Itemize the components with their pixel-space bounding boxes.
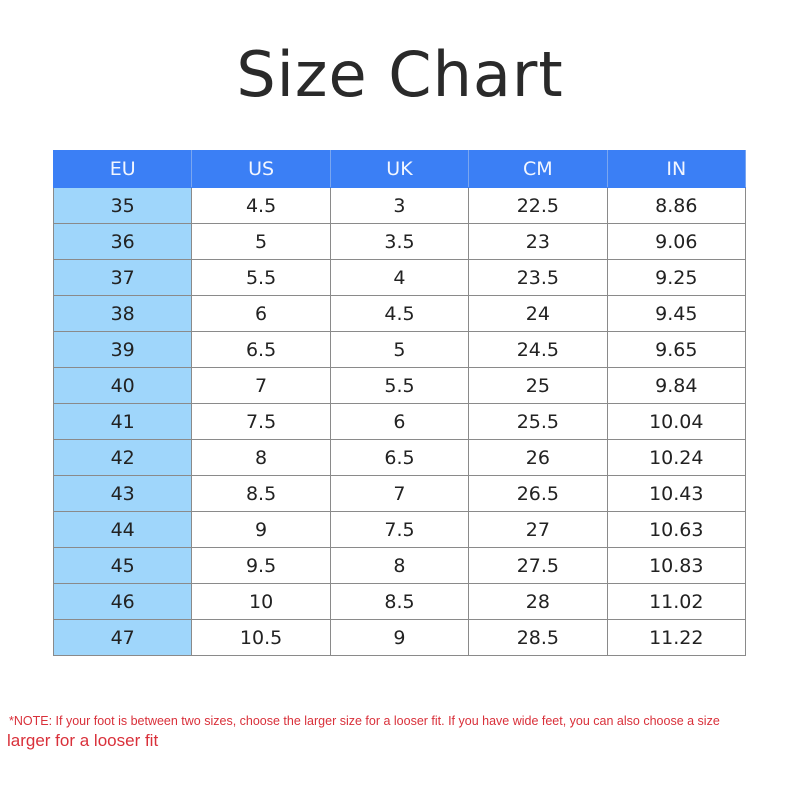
cell-us: 9.5 bbox=[191, 547, 331, 584]
cell-us: 10.5 bbox=[191, 619, 331, 656]
cell-eu: 36 bbox=[52, 223, 193, 260]
cell-in: 11.22 bbox=[606, 619, 747, 656]
column-header-cm: CM bbox=[468, 150, 608, 188]
table-row: 37 5.5 4 23.5 9.25 bbox=[52, 259, 747, 296]
cell-us: 10 bbox=[191, 583, 331, 620]
cell-uk: 8.5 bbox=[329, 583, 470, 620]
table-row: 46 10 8.5 28 11.02 bbox=[52, 583, 747, 620]
cell-uk: 3.5 bbox=[329, 223, 470, 260]
table-row: 43 8.5 7 26.5 10.43 bbox=[52, 475, 747, 512]
cell-in: 10.24 bbox=[606, 439, 747, 476]
cell-uk: 5 bbox=[329, 331, 470, 368]
cell-cm: 25 bbox=[468, 367, 608, 404]
cell-cm: 22.5 bbox=[468, 187, 608, 224]
cell-uk: 8 bbox=[329, 547, 470, 584]
cell-eu: 43 bbox=[52, 475, 193, 512]
note-line-1: *NOTE: If your foot is between two sizes… bbox=[9, 714, 720, 728]
cell-cm: 26.5 bbox=[468, 475, 608, 512]
cell-eu: 47 bbox=[52, 619, 193, 656]
cell-cm: 27 bbox=[468, 511, 608, 548]
cell-uk: 7.5 bbox=[329, 511, 470, 548]
table-row: 36 5 3.5 23 9.06 bbox=[52, 223, 747, 260]
cell-uk: 6 bbox=[329, 403, 470, 440]
cell-eu: 38 bbox=[52, 295, 193, 332]
cell-in: 9.84 bbox=[606, 367, 747, 404]
note-line-2: larger for a looser fit bbox=[7, 731, 159, 750]
cell-eu: 35 bbox=[52, 187, 193, 224]
column-header-in: IN bbox=[606, 150, 747, 188]
table-row: 44 9 7.5 27 10.63 bbox=[52, 511, 747, 548]
cell-uk: 9 bbox=[329, 619, 470, 656]
table-row: 39 6.5 5 24.5 9.65 bbox=[52, 331, 747, 368]
cell-uk: 3 bbox=[329, 187, 470, 224]
cell-us: 5 bbox=[191, 223, 331, 260]
cell-us: 7 bbox=[191, 367, 331, 404]
cell-uk: 5.5 bbox=[329, 367, 470, 404]
cell-uk: 6.5 bbox=[329, 439, 470, 476]
cell-cm: 25.5 bbox=[468, 403, 608, 440]
cell-uk: 4 bbox=[329, 259, 470, 296]
cell-cm: 23 bbox=[468, 223, 608, 260]
cell-in: 11.02 bbox=[606, 583, 747, 620]
cell-us: 7.5 bbox=[191, 403, 331, 440]
cell-cm: 23.5 bbox=[468, 259, 608, 296]
header-row: EU US UK CM IN bbox=[52, 150, 747, 188]
table-row: 35 4.5 3 22.5 8.86 bbox=[52, 187, 747, 224]
cell-in: 10.04 bbox=[606, 403, 747, 440]
cell-uk: 7 bbox=[329, 475, 470, 512]
table-row: 42 8 6.5 26 10.24 bbox=[52, 439, 747, 476]
cell-uk: 4.5 bbox=[329, 295, 470, 332]
table-row: 47 10.5 9 28.5 11.22 bbox=[52, 619, 747, 656]
cell-in: 8.86 bbox=[606, 187, 747, 224]
cell-cm: 27.5 bbox=[468, 547, 608, 584]
cell-us: 8 bbox=[191, 439, 331, 476]
cell-us: 9 bbox=[191, 511, 331, 548]
cell-in: 9.06 bbox=[606, 223, 747, 260]
page-title: Size Chart bbox=[236, 38, 564, 111]
cell-cm: 28 bbox=[468, 583, 608, 620]
cell-us: 6 bbox=[191, 295, 331, 332]
cell-cm: 28.5 bbox=[468, 619, 608, 656]
cell-cm: 24 bbox=[468, 295, 608, 332]
cell-eu: 45 bbox=[52, 547, 193, 584]
cell-in: 10.83 bbox=[606, 547, 747, 584]
cell-in: 10.63 bbox=[606, 511, 747, 548]
cell-us: 5.5 bbox=[191, 259, 331, 296]
cell-in: 9.65 bbox=[606, 331, 747, 368]
cell-cm: 26 bbox=[468, 439, 608, 476]
size-chart-table: EU US UK CM IN 35 4.5 3 22.5 8.86 36 5 3.5 23 9.06 37 5… bbox=[52, 150, 747, 656]
cell-eu: 42 bbox=[52, 439, 193, 476]
table-row: 41 7.5 6 25.5 10.04 bbox=[52, 403, 747, 440]
cell-eu: 37 bbox=[52, 259, 193, 296]
cell-in: 9.25 bbox=[606, 259, 747, 296]
cell-eu: 41 bbox=[52, 403, 193, 440]
cell-in: 9.45 bbox=[606, 295, 747, 332]
cell-us: 6.5 bbox=[191, 331, 331, 368]
cell-in: 10.43 bbox=[606, 475, 747, 512]
cell-eu: 46 bbox=[52, 583, 193, 620]
cell-eu: 39 bbox=[52, 331, 193, 368]
column-header-us: US bbox=[191, 150, 331, 188]
cell-eu: 40 bbox=[52, 367, 193, 404]
table-row: 40 7 5.5 25 9.84 bbox=[52, 367, 747, 404]
cell-us: 8.5 bbox=[191, 475, 331, 512]
column-header-eu: EU bbox=[52, 150, 193, 188]
cell-cm: 24.5 bbox=[468, 331, 608, 368]
table-row: 38 6 4.5 24 9.45 bbox=[52, 295, 747, 332]
cell-eu: 44 bbox=[52, 511, 193, 548]
column-header-uk: UK bbox=[329, 150, 470, 188]
cell-us: 4.5 bbox=[191, 187, 331, 224]
table-row: 45 9.5 8 27.5 10.83 bbox=[52, 547, 747, 584]
